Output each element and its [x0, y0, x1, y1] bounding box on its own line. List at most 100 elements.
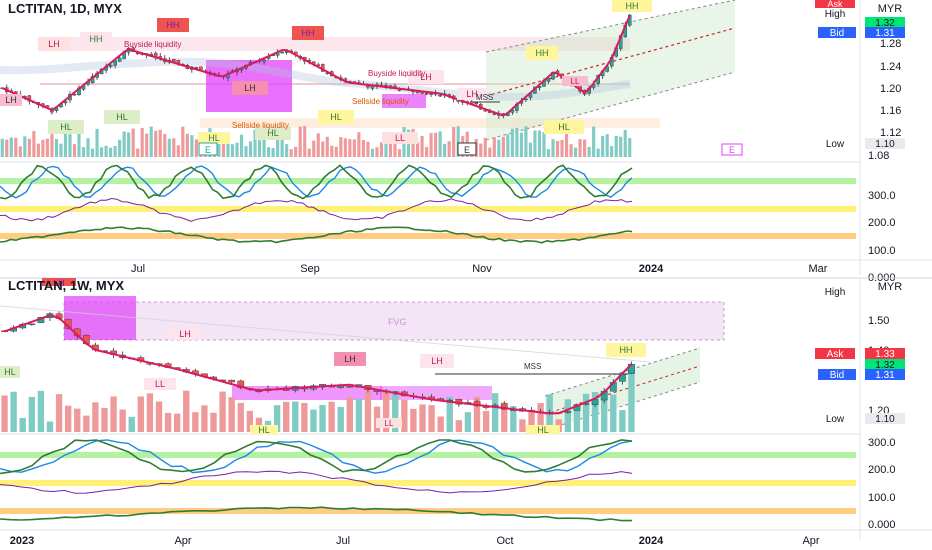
volume-bar — [201, 405, 208, 432]
volume-bar — [173, 413, 181, 432]
volume-bar — [194, 139, 198, 157]
label-lh: LH — [420, 72, 432, 82]
volume-bar — [181, 126, 185, 157]
low-value: 1.10 — [875, 139, 895, 150]
volume-bar — [110, 396, 117, 432]
volume-bar — [410, 408, 417, 432]
volume-bar — [54, 138, 59, 157]
label-hl: HL — [558, 122, 570, 132]
volume-bar — [492, 137, 496, 157]
oscillator-line-3 — [0, 470, 633, 494]
time-tick: Jul — [131, 263, 145, 275]
oscillator-line-4 — [0, 506, 632, 522]
bid-value: 1.31 — [875, 370, 895, 381]
volume-bar — [155, 401, 163, 432]
volume-bar — [140, 127, 144, 157]
label-hh: HH — [620, 345, 633, 355]
volume-bar — [101, 407, 108, 432]
osc-band-yellow — [0, 480, 856, 486]
volume-bar — [623, 129, 627, 157]
time-tick: Nov — [472, 263, 492, 275]
volume-bar — [591, 392, 599, 432]
volume-bar — [438, 131, 442, 157]
label-hh: HH — [302, 28, 315, 38]
volume-bar — [343, 138, 347, 157]
volume-bar — [482, 410, 490, 432]
volume-bar — [479, 143, 483, 157]
price-green: 1.32 — [875, 360, 895, 371]
volume-bar — [122, 131, 126, 157]
volume-bar — [555, 140, 560, 157]
volume-bar — [339, 137, 343, 157]
volume-bar — [64, 405, 72, 432]
volume-bar — [83, 415, 90, 432]
price-tick: 1.28 — [880, 38, 901, 50]
volume-bar — [328, 401, 335, 432]
price-tick: 1.50 — [868, 315, 889, 327]
volume-bar — [370, 148, 375, 157]
volume-bar — [226, 140, 230, 157]
volume-bar — [537, 130, 542, 157]
buyside-zone — [40, 37, 630, 51]
volume-bar — [319, 404, 326, 432]
volume-bar — [210, 412, 217, 432]
volume-bar — [528, 410, 535, 432]
volume-bar — [271, 148, 275, 157]
volume-bar — [601, 399, 608, 432]
label-hl: HL — [116, 112, 128, 122]
currency-label: MYR — [878, 281, 903, 293]
osc-band-yellow — [0, 206, 856, 212]
volume-bar — [95, 128, 99, 157]
volume-bar — [366, 141, 370, 157]
volume-bar — [118, 139, 122, 157]
volume-bar — [382, 391, 390, 432]
ob-box — [380, 386, 492, 400]
volume-bar — [429, 132, 433, 157]
label-lh: LH — [244, 83, 256, 93]
volume-bar — [348, 139, 352, 157]
volume-bar — [310, 409, 317, 432]
volume-bar — [217, 136, 221, 157]
note-sellside: Sellside liquidity — [352, 97, 409, 106]
volume-bar — [158, 129, 162, 157]
volume-bar — [355, 398, 363, 432]
volume-bar — [464, 412, 472, 432]
volume-bar — [192, 412, 199, 432]
candle — [194, 67, 199, 69]
volume-bar — [420, 135, 424, 157]
label-lh: LH — [344, 354, 356, 364]
volume-bar — [415, 142, 420, 157]
earnings-marker: E — [729, 145, 735, 155]
label-hl: HL — [267, 128, 279, 138]
volume-bar — [596, 148, 600, 157]
volume-bar — [628, 138, 632, 157]
volume-bar — [455, 420, 463, 432]
volume-bar — [560, 139, 564, 157]
time-tick: Sep — [300, 263, 320, 275]
label-lh: LH — [179, 329, 191, 339]
volume-bar — [235, 142, 239, 157]
volume-bar — [68, 134, 72, 157]
volume-bar — [10, 391, 17, 432]
volume-bar — [18, 146, 22, 157]
candle — [280, 51, 284, 54]
label-hh: HH — [626, 1, 639, 11]
volume-bar — [289, 149, 293, 157]
volume-bar — [519, 419, 526, 432]
volume-bar — [136, 148, 140, 157]
volume-bar — [163, 133, 167, 157]
volume-bar — [63, 129, 68, 157]
volume-bar — [573, 409, 581, 432]
time-axis: 2023 Apr Jul Oct 2024 Apr — [10, 535, 820, 547]
note-buyside: Buyside liquidity — [124, 40, 181, 49]
label-ll: LL — [155, 379, 165, 389]
volume-bar — [104, 145, 108, 157]
volume-bar — [1, 395, 8, 432]
earnings-marker: E — [205, 145, 211, 155]
volume-bar — [515, 127, 519, 157]
candle — [546, 78, 551, 82]
volume-bar — [23, 136, 27, 157]
volume-bar — [321, 141, 325, 157]
candle — [228, 379, 236, 383]
